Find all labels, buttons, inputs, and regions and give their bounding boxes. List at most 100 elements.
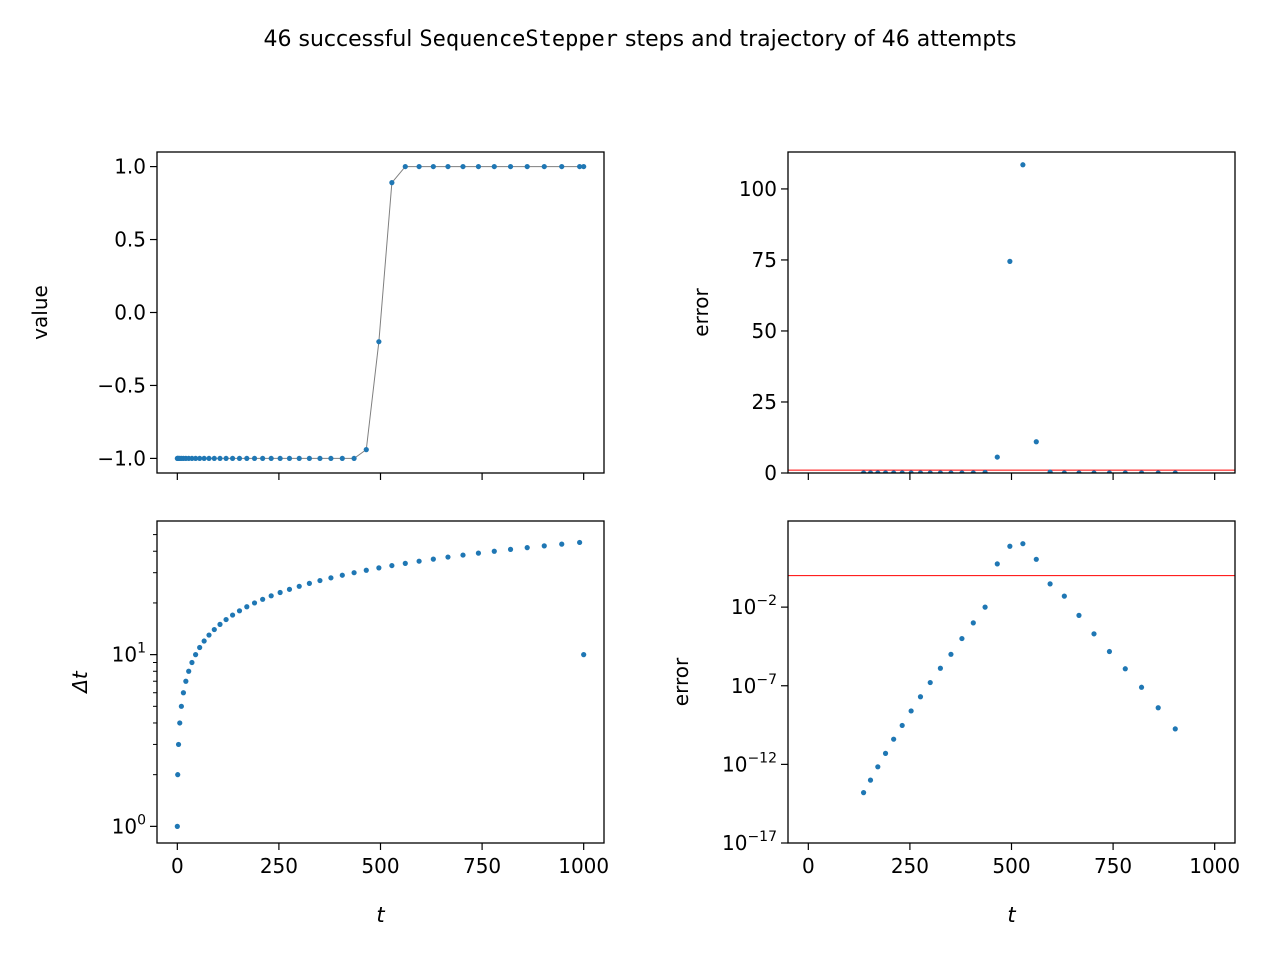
y-tick-label: 1.0 — [114, 155, 146, 179]
data-point — [351, 570, 357, 576]
data-point — [891, 736, 897, 742]
data-point — [430, 163, 436, 170]
title-segment: SequenceStepper — [419, 27, 618, 52]
x-tick-label: 1000 — [558, 854, 609, 878]
data-point — [306, 455, 312, 462]
y-axis-label: error — [689, 288, 713, 337]
data-point — [875, 764, 881, 770]
x-tick-label: 750 — [463, 854, 501, 878]
data-point — [268, 455, 274, 462]
data-point — [1020, 541, 1026, 547]
data-point — [351, 455, 357, 462]
data-point — [229, 455, 236, 462]
data-point — [430, 556, 436, 562]
data-point — [175, 741, 182, 748]
x-axis-label: t — [376, 903, 385, 927]
data-point — [277, 455, 283, 462]
data-point — [339, 455, 345, 462]
data-point — [882, 750, 889, 756]
data-point — [491, 163, 497, 170]
data-point — [229, 612, 236, 618]
data-point — [445, 554, 451, 560]
data-point — [277, 589, 283, 596]
data-point — [183, 678, 189, 684]
axes-frame — [156, 151, 605, 474]
data-point — [937, 665, 943, 671]
data-point — [524, 545, 530, 551]
data-point — [867, 777, 874, 783]
data-point — [994, 561, 1000, 567]
y-tick-label: 101 — [112, 641, 146, 667]
data-point — [1138, 684, 1145, 690]
data-point — [260, 596, 266, 602]
data-point — [177, 720, 183, 726]
data-point — [416, 558, 422, 564]
data-point — [402, 560, 408, 566]
data-point — [306, 580, 312, 586]
data-point — [559, 541, 565, 547]
data-point — [524, 163, 530, 170]
data-point — [927, 679, 933, 686]
y-tick-label: −1.0 — [97, 446, 146, 470]
x-tick-label: 500 — [361, 854, 399, 878]
data-point — [197, 455, 203, 462]
data-point — [339, 572, 345, 578]
data-point — [328, 455, 334, 462]
x-tick-label: 500 — [992, 854, 1030, 878]
y-tick-label: 75 — [752, 248, 777, 272]
data-point — [174, 823, 180, 829]
y-tick-label: 0.5 — [114, 228, 146, 252]
data-point — [948, 651, 954, 657]
x-tick-label: 750 — [1094, 854, 1132, 878]
data-point — [193, 652, 199, 658]
data-point — [189, 659, 195, 666]
data-point — [581, 652, 587, 658]
y-tick-label: 25 — [752, 390, 777, 414]
y-tick-label: 10−7 — [731, 672, 777, 698]
data-point — [1033, 556, 1039, 562]
data-point — [223, 455, 229, 462]
axes-frame — [156, 520, 605, 844]
data-point — [376, 339, 382, 345]
data-point — [577, 539, 583, 546]
y-tick-label: 10−2 — [731, 593, 777, 619]
data-point — [206, 455, 212, 462]
x-tick-label: 250 — [260, 854, 298, 878]
data-point — [1007, 543, 1013, 549]
data-point — [217, 455, 223, 462]
y-axis-label: error — [669, 657, 693, 706]
data-point — [223, 616, 229, 623]
data-point — [193, 455, 199, 462]
data-point — [251, 455, 258, 462]
data-point — [389, 180, 395, 186]
data-point — [1061, 593, 1067, 599]
data-point — [217, 621, 223, 627]
data-point — [541, 163, 547, 170]
data-point — [201, 455, 207, 462]
data-point — [1076, 612, 1082, 618]
error-linear-plot: 0 25 50 75 100 error — [689, 151, 1236, 485]
data-point — [460, 163, 466, 170]
data-point — [286, 586, 293, 592]
data-point — [982, 604, 988, 610]
data-point — [1020, 162, 1026, 168]
trajectory-line — [177, 166, 584, 459]
y-axis-label: value — [28, 285, 52, 340]
x-axis-label: t — [1007, 903, 1016, 927]
data-point — [959, 635, 965, 642]
data-point — [206, 632, 212, 638]
y-tick-label: 0 — [764, 461, 777, 485]
data-point — [296, 455, 302, 462]
data-point — [211, 455, 217, 462]
x-tick-label: 0 — [802, 854, 815, 878]
data-point — [541, 543, 547, 549]
data-point — [211, 626, 217, 633]
data-point — [1122, 666, 1128, 672]
data-point — [197, 644, 203, 651]
data-point — [317, 577, 323, 584]
value-plot: −1.0 −0.5 0.0 0.5 1.0 value — [28, 151, 605, 480]
data-point — [363, 447, 369, 453]
x-tick-label: 0 — [171, 854, 184, 878]
data-point — [475, 550, 482, 556]
